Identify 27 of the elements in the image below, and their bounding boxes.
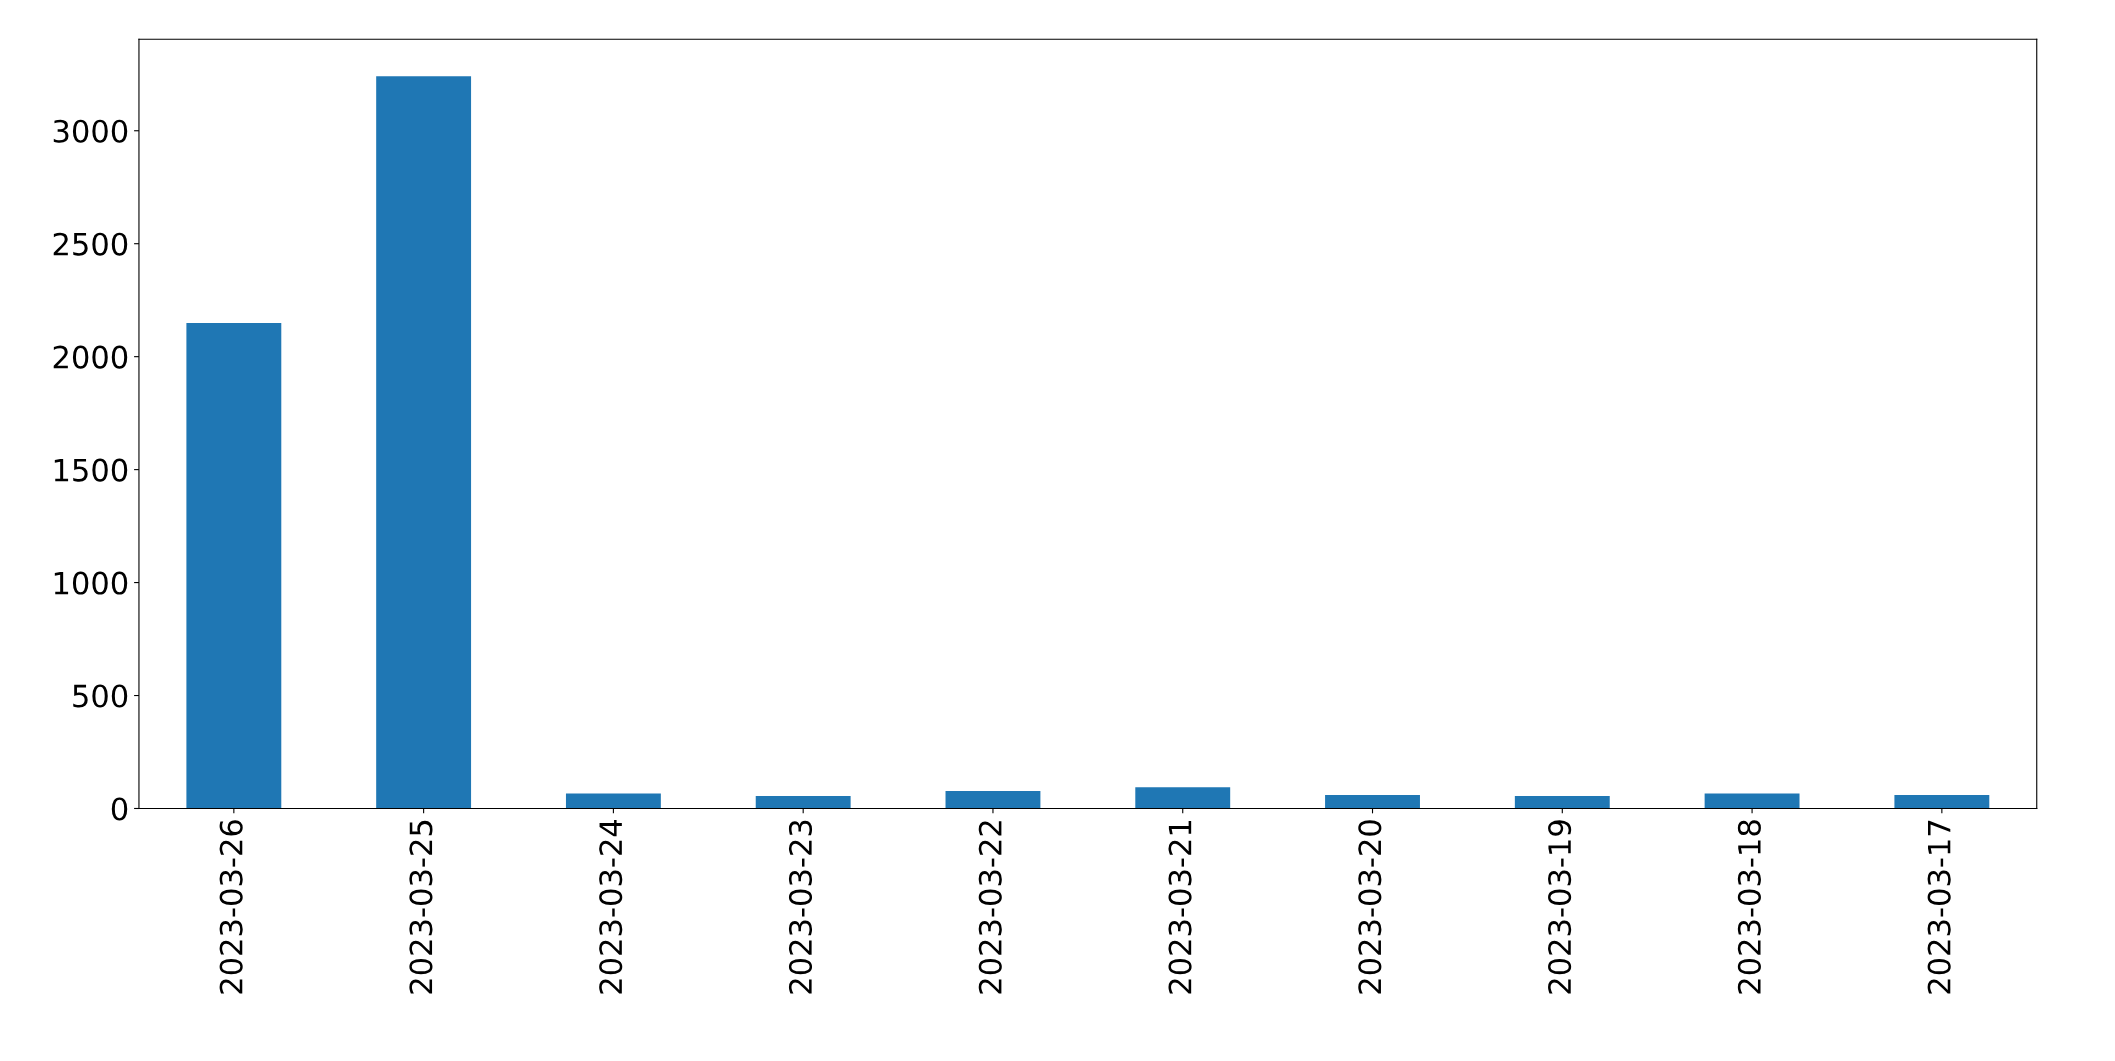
y-tick-label: 2500 xyxy=(53,232,128,256)
x-tick-label: 2023-03-24 xyxy=(599,819,623,994)
x-tick-label: 2023-03-17 xyxy=(1927,820,1951,994)
x-tick-label: 2023-03-22 xyxy=(978,821,1002,994)
x-tick-label: 2023-03-23 xyxy=(788,820,813,994)
y-tick-label: 1500 xyxy=(54,458,128,482)
x-tick-label: 2023-03-20 xyxy=(1358,820,1382,994)
bar xyxy=(945,791,1041,809)
x-tick-label: 2023-03-19 xyxy=(1548,820,1572,994)
bar xyxy=(1135,787,1231,809)
x-tick-label: 2023-03-25 xyxy=(409,820,433,994)
y-tick-label: 2000 xyxy=(53,345,128,369)
bar xyxy=(376,76,472,809)
x-tick-label: 2023-03-18 xyxy=(1737,820,1761,994)
y-tick-label: 3000 xyxy=(53,119,128,143)
bar xyxy=(565,793,661,809)
bar xyxy=(1894,794,1990,809)
bar xyxy=(755,796,851,809)
bar xyxy=(1514,796,1610,809)
x-tick-label: 2023-03-21 xyxy=(1168,821,1192,994)
y-tick-label: 0 xyxy=(111,797,128,821)
bar xyxy=(1325,794,1420,809)
y-tick-label: 500 xyxy=(73,684,128,708)
y-tick-label: 1000 xyxy=(54,571,128,595)
bar xyxy=(1704,793,1800,809)
x-tick-label: 2023-03-26 xyxy=(219,820,243,994)
bar xyxy=(186,323,282,809)
